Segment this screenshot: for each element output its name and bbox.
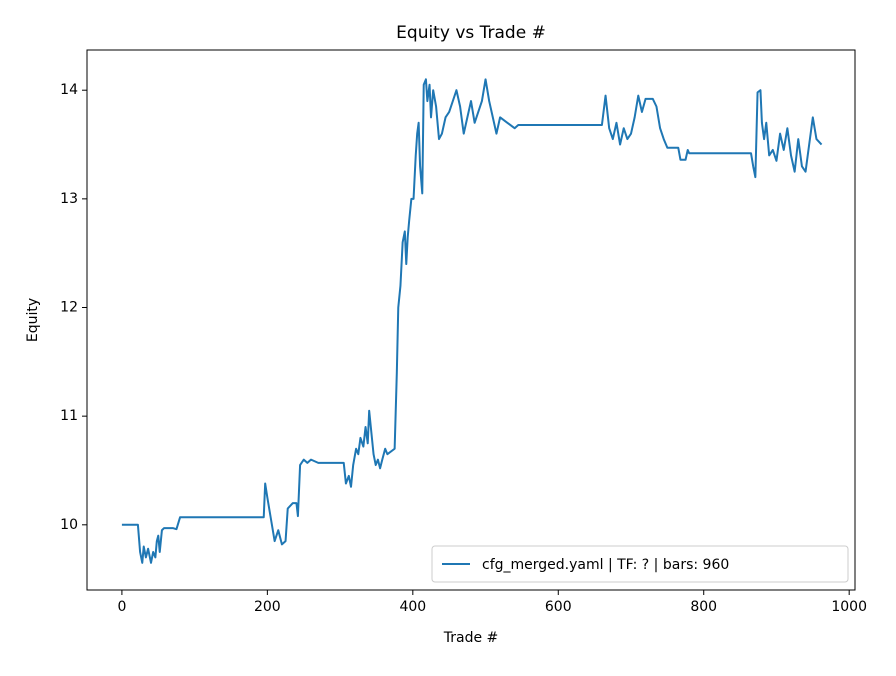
x-axis-label: Trade # [443, 630, 499, 646]
y-tick-label: 13 [60, 191, 78, 207]
x-tick-label: 400 [399, 599, 426, 615]
y-tick-label: 12 [60, 300, 78, 316]
x-tick-label: 200 [254, 599, 281, 615]
chart-title: Equity vs Trade # [396, 23, 546, 43]
y-axis-label: Equity [25, 298, 41, 342]
legend-label: cfg_merged.yaml | TF: ? | bars: 960 [482, 557, 729, 573]
plot-frame [86, 49, 856, 591]
legend-box [431, 545, 849, 583]
x-tick-label: 1000 [831, 599, 867, 615]
line [121, 78, 823, 564]
x-tick-label: 800 [690, 599, 717, 615]
y-tick-label: 11 [60, 408, 78, 424]
y-tick-label: 14 [60, 82, 78, 98]
y-tick-label: 10 [60, 517, 78, 533]
x-tick-label: 0 [117, 599, 126, 615]
x-tick-label: 600 [545, 599, 572, 615]
